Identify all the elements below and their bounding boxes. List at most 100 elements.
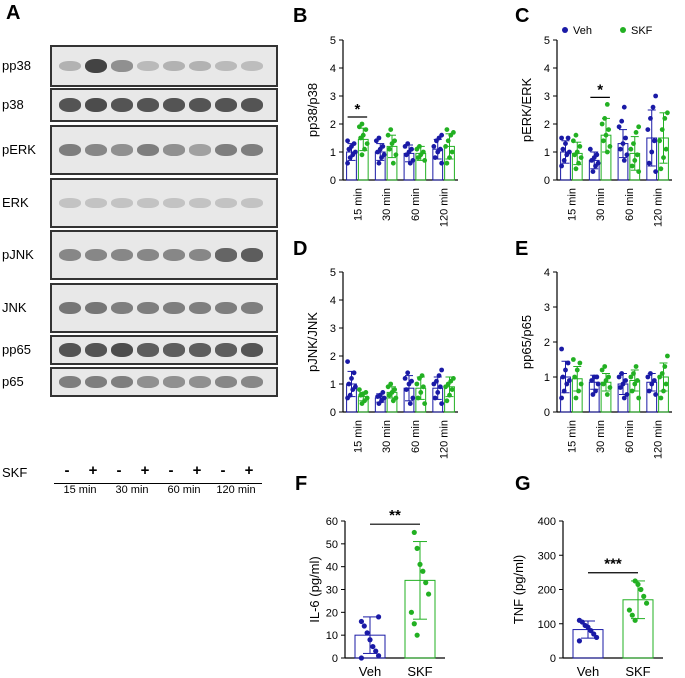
blot-band [111,249,133,261]
data-point [634,152,640,158]
plus-sign: + [192,462,202,479]
data-point [659,127,665,132]
data-point [658,395,664,401]
blot-band [111,198,133,208]
x-tick-label: 30 min [381,420,393,453]
data-point [405,370,411,376]
data-point [439,132,445,138]
data-point [423,580,429,586]
blot-band [163,301,185,315]
blot-band [189,98,211,112]
data-point [373,648,379,654]
data-point [645,127,651,132]
panel-label: D [293,238,307,260]
data-point [658,166,664,172]
blot-band [215,198,237,208]
data-point [420,568,426,574]
data-point [574,149,580,155]
data-point [370,643,376,650]
data-point [388,127,394,132]
blot-band [215,60,237,72]
data-point [345,359,350,364]
blot-band [215,343,237,357]
data-point [432,155,438,161]
blot-band [241,60,263,72]
y-axis-label: IL-6 (pg/ml) [307,556,322,622]
blot-band [163,376,185,388]
data-point [634,378,640,383]
blot-band [111,98,133,112]
data-point [638,586,644,593]
timepoint-underline [158,483,210,484]
blot-band [241,343,263,357]
blot-band [137,301,159,315]
y-tick-label: 0 [330,175,336,187]
data-point [432,395,438,401]
blot-band [111,144,133,156]
significance-marker: ** [389,507,401,524]
data-point [361,623,367,629]
y-tick-label: 10 [326,630,338,642]
data-point [566,378,572,383]
data-point [665,353,670,359]
data-point [648,371,653,376]
data-point [649,149,655,155]
legend-entry: Veh [573,25,592,37]
data-point [657,138,663,144]
data-point [444,127,450,132]
blot-band [189,198,211,208]
blot-band [163,144,185,156]
y-tick-label: 5 [544,35,550,47]
blot-band [189,376,211,388]
data-point [417,144,422,149]
data-point [358,618,365,625]
data-point [619,118,625,124]
data-point [628,374,634,380]
blot-band [111,301,133,315]
data-point [345,160,350,166]
y-tick-label: 5 [330,35,336,47]
y-tick-label: 2 [330,351,336,363]
panel-label: B [293,5,307,27]
blot-band [85,375,107,389]
y-tick-label: 4 [544,267,550,279]
blot-strip-p65 [50,367,278,397]
data-point [572,374,578,380]
blot-band [241,198,263,208]
data-point [576,160,581,166]
y-tick-label: 300 [538,550,556,562]
data-point [347,392,353,398]
data-point [624,152,630,158]
y-tick-label: 50 [326,539,338,551]
data-point [435,390,441,395]
data-point [431,144,437,149]
data-point [594,152,600,158]
data-point [653,169,659,175]
legend-entry: SKF [631,25,653,37]
treatment-label: SKF [2,465,28,480]
data-point [388,381,394,387]
data-point [623,378,628,383]
data-point [364,141,370,147]
x-tick-label: SKF [625,664,650,678]
data-point [392,387,398,392]
x-tick-label: 60 min [624,188,636,221]
data-point [560,146,566,152]
panel-label: F [295,473,307,495]
data-point [393,395,399,401]
data-point [616,124,622,130]
x-tick-label: 15 min [352,188,364,221]
timepoint-label: 60 min [167,484,201,496]
timepoint-underline [106,483,158,484]
data-point [593,388,598,394]
data-point [359,152,365,158]
data-point [590,392,596,397]
data-point [576,638,583,644]
y-axis-label: pp65/p65 [519,315,534,369]
blot-band [189,301,211,315]
data-point [403,387,409,392]
data-point [659,371,665,376]
blot-band [59,60,81,72]
data-point [573,166,579,172]
data-point [636,395,642,401]
